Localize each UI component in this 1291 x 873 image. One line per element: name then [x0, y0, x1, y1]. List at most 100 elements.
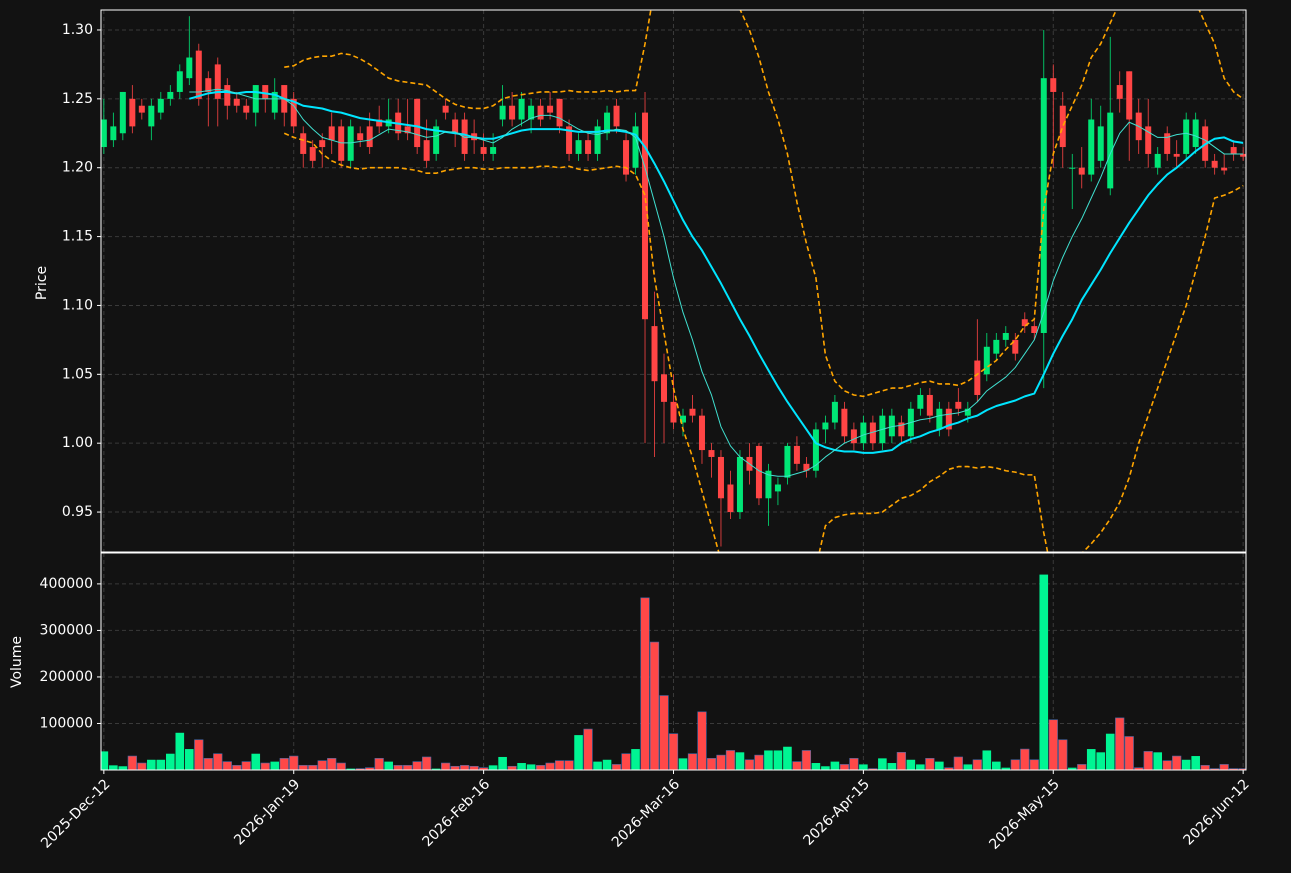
- volume-bar: [147, 759, 156, 770]
- volume-bar: [849, 758, 859, 770]
- volume-bar: [336, 762, 346, 770]
- candle-body: [623, 140, 630, 175]
- candle-body: [860, 422, 867, 444]
- candle-body: [575, 140, 582, 154]
- volume-bar: [706, 758, 717, 770]
- volume-bar: [1181, 759, 1191, 770]
- candle-body: [404, 126, 411, 134]
- volume-bar: [935, 761, 944, 770]
- candle-body: [1021, 319, 1028, 327]
- candle-body: [784, 445, 791, 478]
- candle-body: [119, 91, 126, 134]
- candle-body: [1211, 160, 1218, 168]
- volume-bar: [687, 753, 698, 770]
- volume-tick-label: 100000: [40, 715, 93, 731]
- candle-body: [708, 450, 715, 457]
- candle-body: [414, 98, 421, 148]
- price-frame: [100, 9, 1247, 553]
- volume-bar: [1096, 752, 1106, 770]
- candle-body: [205, 78, 212, 92]
- candle-body: [898, 422, 905, 437]
- volume-bar: [640, 597, 650, 770]
- volume-bar: [764, 750, 773, 770]
- volume-bar: [374, 758, 384, 770]
- candle-body: [1230, 147, 1237, 154]
- volume-bar: [1020, 748, 1030, 770]
- volume-bar: [649, 641, 660, 770]
- volume-bar: [222, 761, 232, 770]
- y-tick-label: 0.95: [62, 504, 93, 520]
- candle-body: [1126, 71, 1133, 120]
- volume-bar: [821, 766, 830, 770]
- candle-body: [1107, 112, 1114, 189]
- volume-bar: [1039, 574, 1049, 770]
- volume-bar: [469, 765, 479, 770]
- volume-frame: [100, 552, 1247, 771]
- volume-bar: [289, 755, 299, 770]
- volume-bar: [317, 760, 327, 770]
- candle-body: [1097, 126, 1104, 161]
- volume-tick-label: 300000: [40, 622, 93, 638]
- volume-bar: [887, 763, 897, 770]
- volume-bar: [878, 758, 887, 770]
- candle-body: [917, 394, 924, 409]
- volume-bar: [384, 761, 393, 770]
- candle-body: [110, 126, 117, 141]
- candle-body: [803, 463, 810, 471]
- candle-body: [1154, 153, 1161, 168]
- candle-body: [632, 126, 639, 168]
- candle-body: [366, 126, 373, 148]
- volume-bar: [839, 764, 849, 770]
- candle-body: [442, 105, 449, 113]
- volume-bar: [156, 759, 166, 770]
- volume-bar: [1124, 736, 1134, 770]
- candle-body: [1183, 119, 1190, 154]
- volume-bar: [441, 762, 451, 770]
- candle-body: [328, 126, 335, 141]
- candle-body: [537, 105, 544, 120]
- candle-body: [585, 140, 592, 154]
- volume-bar: [697, 711, 707, 770]
- candle-body: [926, 394, 933, 416]
- y-tick-label: 1.30: [62, 22, 93, 38]
- volume-bar: [327, 758, 337, 770]
- volume-bar: [611, 764, 622, 770]
- candle-body: [357, 133, 364, 141]
- volume-bar: [1153, 752, 1163, 770]
- candle-body: [651, 326, 658, 382]
- volume-bar: [916, 764, 925, 770]
- volume-bar: [963, 764, 973, 770]
- volume-bar: [507, 765, 517, 770]
- y-tick-label: 1.10: [62, 297, 93, 313]
- candle-body: [490, 147, 497, 154]
- candle-body: [698, 415, 705, 451]
- volume-bar: [725, 750, 736, 770]
- candle-body: [214, 64, 221, 99]
- volume-bar: [118, 766, 128, 770]
- volume-bar: [906, 759, 916, 770]
- candle-body: [518, 98, 525, 120]
- candle-body: [964, 408, 971, 416]
- volume-bar: [982, 750, 992, 770]
- candle-body: [661, 374, 668, 402]
- volume-bar: [925, 758, 935, 770]
- volume-bar: [298, 765, 308, 770]
- candle-body: [319, 140, 326, 148]
- volume-bar: [498, 756, 507, 770]
- candle-body: [936, 408, 943, 430]
- candle-body: [547, 105, 554, 113]
- candle-body: [822, 422, 829, 430]
- candle-body: [262, 85, 269, 99]
- volume-bar: [422, 756, 432, 770]
- volume-bar: [1172, 755, 1182, 770]
- candle-body: [138, 105, 145, 113]
- candle-body: [480, 147, 487, 154]
- volume-axis-label: Volume: [9, 636, 25, 688]
- volume-bar: [403, 765, 413, 770]
- candle-body: [452, 119, 459, 134]
- volume-bar: [1115, 717, 1125, 770]
- volume-bar: [1048, 719, 1058, 770]
- volume-bar: [545, 762, 555, 770]
- volume-bar: [621, 753, 631, 770]
- volume-bar: [1077, 764, 1087, 770]
